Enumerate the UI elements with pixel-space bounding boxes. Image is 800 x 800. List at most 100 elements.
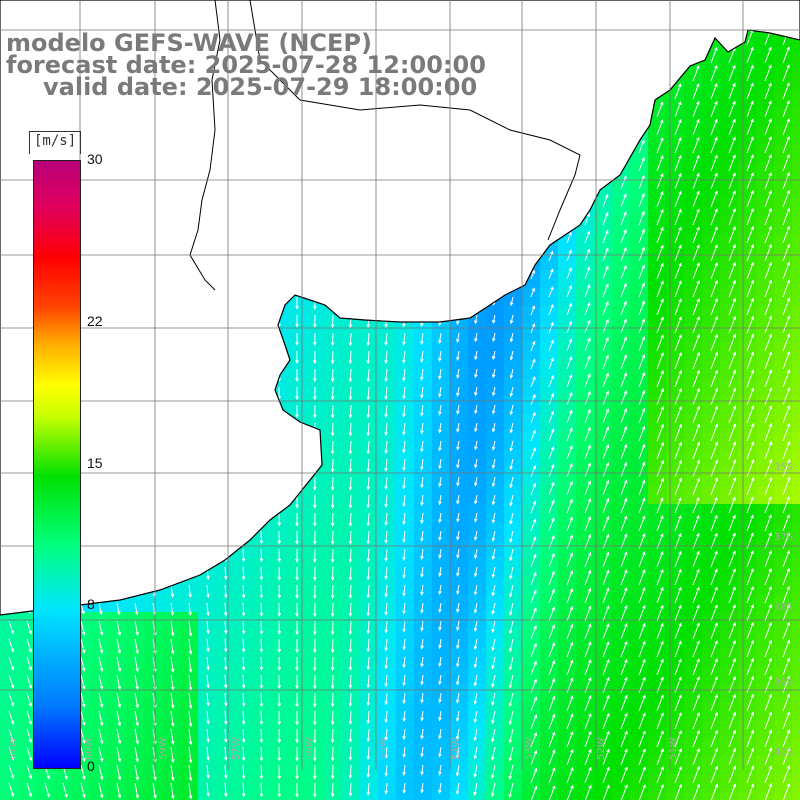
- wind-speed-cell: [630, 288, 649, 307]
- wind-arrow: [473, 620, 478, 632]
- wind-arrow: [620, 175, 627, 190]
- wind-arrow: [746, 405, 755, 424]
- wind-arrow: [455, 692, 460, 704]
- wind-speed-cell: [648, 180, 667, 199]
- wind-arrow: [566, 391, 573, 406]
- wind-arrow: [80, 728, 86, 744]
- wind-arrow: [473, 710, 478, 723]
- wind-speed-cell: [792, 234, 800, 253]
- wind-speed-cell: [684, 702, 703, 721]
- wind-speed-cell: [612, 756, 631, 775]
- wind-arrow: [491, 566, 496, 579]
- wind-arrow: [491, 458, 496, 469]
- wind-arrow: [674, 369, 682, 388]
- wind-arrow: [782, 135, 790, 154]
- wind-speed-cell: [540, 540, 559, 559]
- wind-arrow: [438, 584, 442, 596]
- wind-arrow: [384, 476, 388, 491]
- wind-arrow: [656, 190, 664, 208]
- wind-arrow: [295, 566, 299, 581]
- wind-arrow: [584, 748, 592, 766]
- model-title: modelo GEFS-WAVE (NCEP): [6, 29, 372, 57]
- wind-arrow: [566, 552, 574, 568]
- wind-arrow: [620, 300, 627, 316]
- wind-arrow: [313, 314, 317, 328]
- wind-speed-cell: [684, 738, 703, 757]
- wind-arrow: [710, 387, 719, 406]
- wind-arrow: [384, 422, 388, 437]
- wind-arrow: [170, 710, 175, 727]
- wind-arrow: [420, 440, 424, 453]
- wind-speed-cell: [684, 558, 703, 577]
- wind-arrow: [728, 136, 736, 154]
- wind-speed-cell: [432, 792, 451, 800]
- wind-arrow: [530, 660, 537, 676]
- wind-speed-cell: [540, 612, 559, 631]
- wind-speed-cell: [720, 486, 739, 505]
- wind-arrow: [530, 767, 538, 784]
- wind-arrow: [313, 674, 317, 690]
- wind-arrow: [584, 408, 591, 424]
- wind-speed-cell: [756, 504, 775, 523]
- wind-arrow: [456, 512, 460, 523]
- wind-speed-cell: [684, 162, 703, 181]
- wind-arrow: [8, 710, 15, 725]
- wind-speed-cell: [720, 288, 739, 307]
- wind-arrow: [402, 404, 406, 418]
- wind-arrow: [728, 208, 736, 226]
- wind-arrow: [764, 64, 772, 82]
- wind-arrow: [782, 458, 791, 478]
- wind-speed-cell: [666, 630, 685, 649]
- wind-arrow: [692, 477, 701, 496]
- wind-speed-cell: [630, 378, 649, 397]
- wind-arrow: [366, 638, 371, 653]
- wind-arrow: [491, 386, 496, 397]
- wind-arrow: [638, 389, 646, 406]
- wind-arrow: [620, 622, 628, 640]
- wind-arrow: [566, 445, 573, 460]
- wind-arrow: [584, 230, 591, 244]
- wind-arrow: [728, 729, 737, 748]
- wind-arrow: [584, 266, 591, 280]
- wind-arrow: [456, 386, 460, 397]
- wind-arrow: [656, 101, 664, 118]
- wind-arrow: [438, 620, 442, 632]
- wind-arrow: [224, 602, 228, 617]
- wind-speed-cell: [756, 666, 775, 685]
- wind-arrow: [402, 728, 406, 741]
- wind-arrow: [509, 530, 514, 543]
- wind-arrow: [764, 333, 773, 352]
- wind-arrow: [728, 693, 736, 712]
- wind-speed-cell: [612, 630, 631, 649]
- wind-arrow: [584, 641, 592, 658]
- wind-arrow: [566, 784, 574, 800]
- wind-arrow: [438, 386, 442, 398]
- wind-arrow: [746, 621, 754, 640]
- wind-speed-cell: [720, 792, 739, 800]
- wind-arrow: [620, 658, 628, 676]
- wind-arrow: [620, 407, 628, 424]
- wind-arrow: [456, 530, 460, 541]
- wind-speed-cell: [738, 90, 757, 109]
- wind-speed-cell: [630, 666, 649, 685]
- wind-arrow: [566, 659, 574, 676]
- wind-arrow: [746, 458, 755, 478]
- wind-speed-cell: [558, 270, 577, 289]
- wind-arrow: [491, 638, 496, 652]
- wind-arrow: [638, 318, 646, 334]
- wind-speed-cell: [702, 792, 721, 800]
- wind-speed-cell: [576, 558, 595, 577]
- wind-arrow: [692, 550, 700, 568]
- wind-arrow: [656, 226, 664, 244]
- wind-speed-cell: [720, 612, 739, 631]
- wind-speed-cell: [630, 612, 649, 631]
- wind-arrow: [366, 530, 371, 545]
- wind-speed-cell: [594, 486, 613, 505]
- wind-arrow: [764, 225, 772, 244]
- wind-speed-cell: [774, 486, 793, 505]
- wind-arrow: [206, 710, 210, 725]
- wind-arrow: [782, 315, 791, 334]
- wind-arrow: [764, 476, 773, 496]
- wind-arrow: [620, 264, 627, 280]
- wind-speed-cell: [666, 774, 685, 793]
